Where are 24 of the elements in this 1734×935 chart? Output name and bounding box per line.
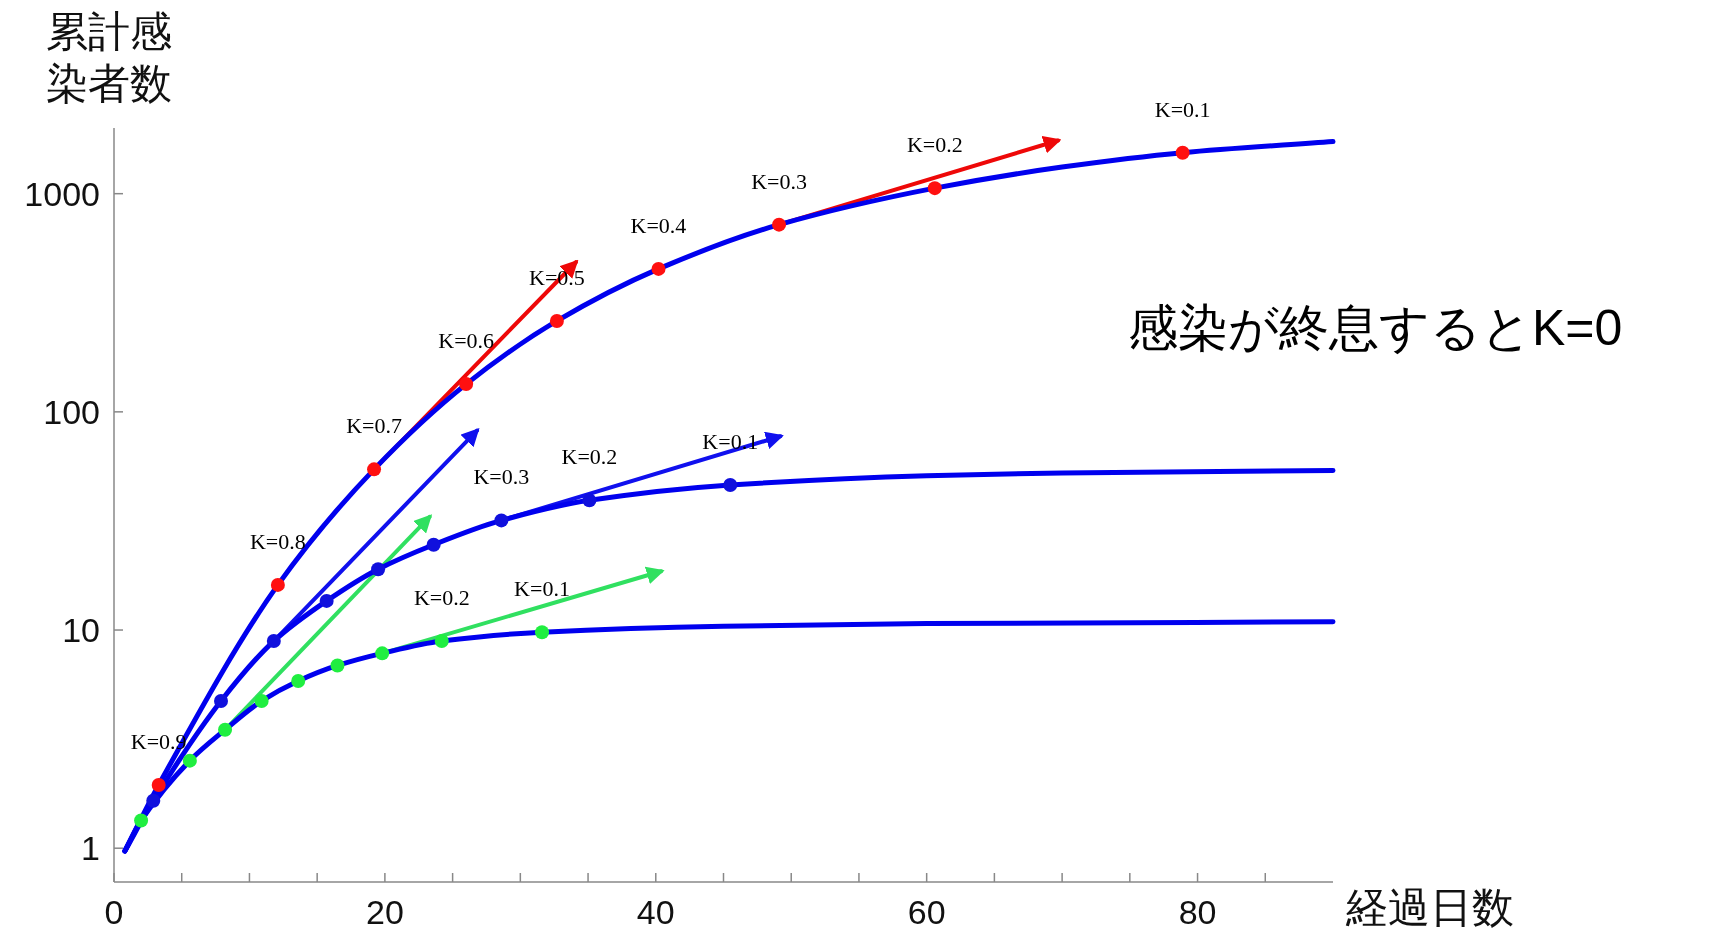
annotation: K=0.8 — [249, 528, 306, 554]
x-axis-title: 経過日数 — [1345, 884, 1514, 931]
x-tick-label: 40 — [636, 893, 675, 931]
annotation: K=0.1 — [1154, 96, 1211, 122]
annotation: K=0.3 — [751, 168, 807, 194]
annotation: K=0.7 — [346, 413, 402, 439]
x-tick-label: 0 — [104, 893, 124, 931]
x-tick-label: 20 — [365, 893, 404, 931]
annotation: K=0.2 — [906, 132, 963, 158]
annotation: K=0.1 — [514, 576, 570, 602]
x-tick-label: 80 — [1178, 893, 1217, 931]
annotation: K=0.6 — [438, 328, 495, 354]
annotation: K=0.1 — [702, 429, 759, 455]
y-axis-title: 累計感染者数 — [46, 8, 172, 107]
annotation: K=0.2 — [561, 444, 618, 470]
annotation: 感染が終息するとK=0 — [1128, 300, 1623, 356]
y-tick-label: 100 — [43, 392, 100, 431]
y-tick-label: 1000 — [24, 174, 100, 213]
y-tick-label: 10 — [62, 611, 100, 650]
annotation: K=0.3 — [473, 464, 530, 490]
y-tick-label: 1 — [81, 829, 100, 868]
annotation: K=0.2 — [413, 585, 470, 611]
x-tick-label: 60 — [907, 893, 946, 931]
annotation: K=0.4 — [630, 212, 687, 238]
